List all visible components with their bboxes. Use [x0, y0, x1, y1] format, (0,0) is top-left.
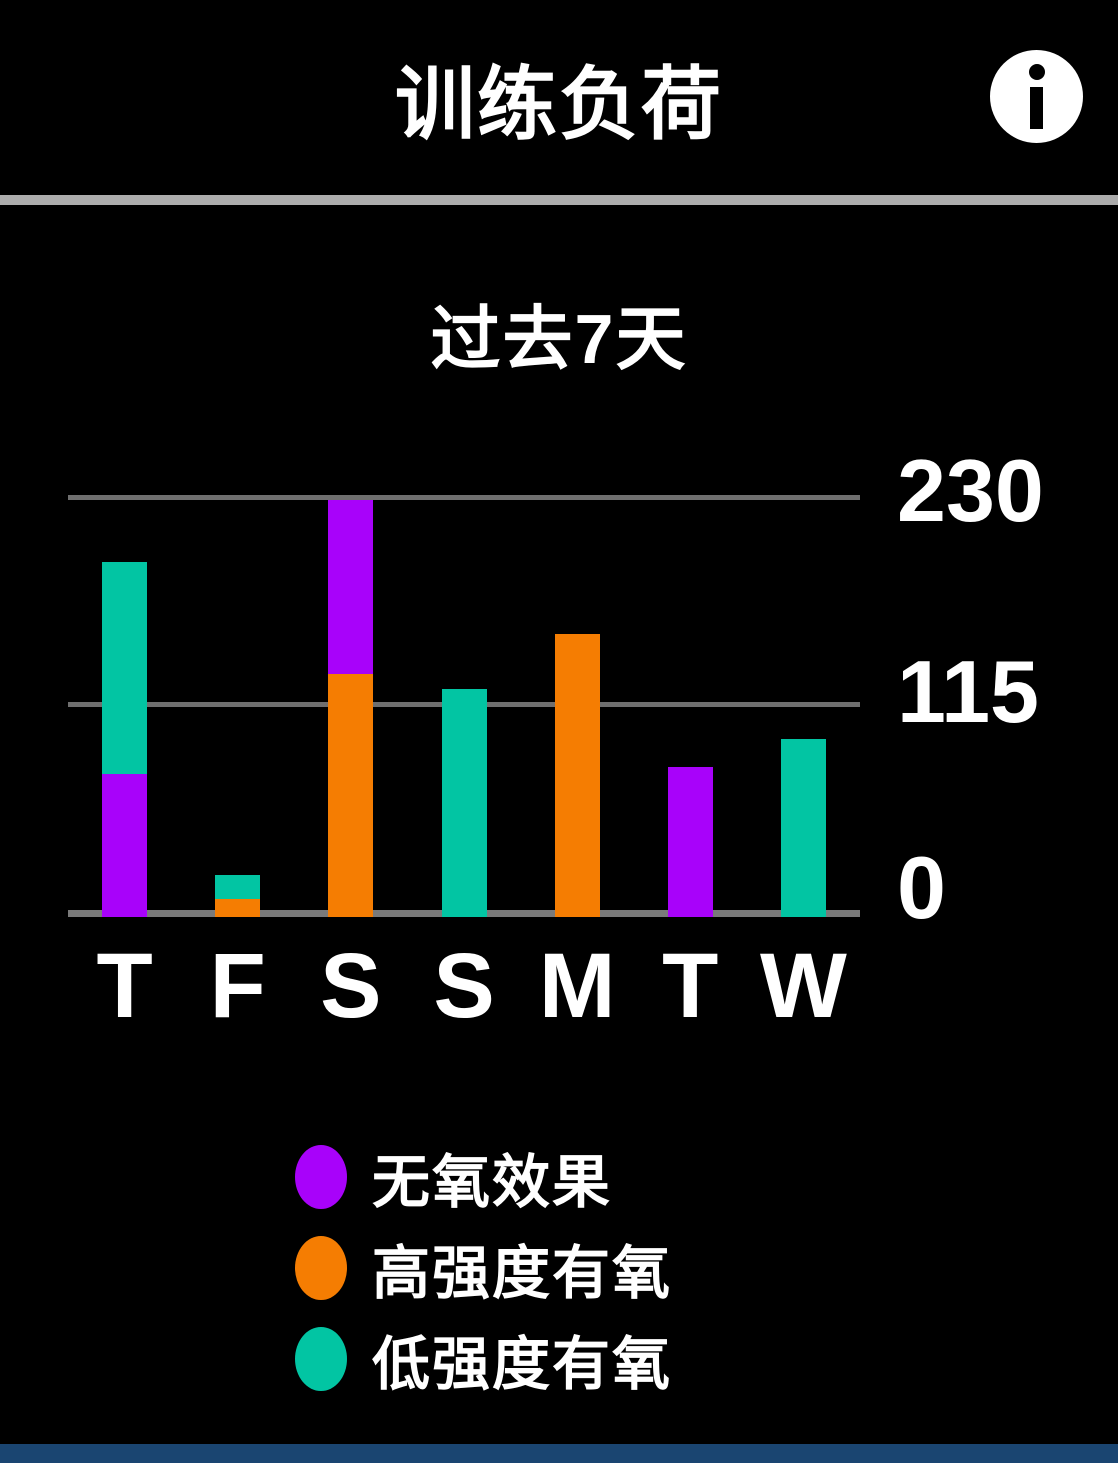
y-tick-230: 230 — [897, 441, 1044, 540]
legend-dot-low-aerobic — [295, 1326, 347, 1391]
legend-label-anaerobic: 无氧效果 — [372, 1149, 613, 1215]
page-title: 训练负荷 — [395, 59, 723, 149]
header: 训练负荷 — [0, 0, 1118, 195]
x-axis-label: T — [662, 935, 719, 1037]
bar-segment-low-aerobic — [102, 561, 148, 774]
legend-label-low-aerobic: 低强度有氧 — [372, 1331, 673, 1397]
x-axis-label: W — [760, 935, 847, 1037]
y-tick-0: 0 — [897, 838, 946, 937]
chart-subtitle: 过去7天 — [430, 300, 688, 378]
legend-item-high-aerobic: 高强度有氧 — [295, 1222, 672, 1313]
bar-segment-low-aerobic — [780, 739, 826, 917]
info-icon-stem — [1030, 87, 1043, 129]
gridline-230 — [68, 495, 860, 500]
legend-dot-high-aerobic — [295, 1235, 347, 1300]
legend-item-anaerobic: 无氧效果 — [295, 1131, 672, 1222]
bar-segment-anaerobic — [328, 500, 374, 675]
x-axis-label: M — [538, 935, 616, 1037]
info-icon-dot — [1028, 64, 1045, 80]
info-icon — [1028, 64, 1045, 129]
bar-segment-low-aerobic — [441, 688, 487, 917]
legend: 无氧效果 高强度有氧 低强度有氧 — [295, 1131, 672, 1404]
bar-segment-anaerobic — [102, 773, 148, 917]
bar-segment-low-aerobic — [215, 875, 261, 899]
bar-segment-high-aerobic — [328, 674, 374, 917]
legend-label-high-aerobic: 高强度有氧 — [372, 1240, 673, 1306]
x-axis-label: S — [320, 935, 382, 1037]
info-button[interactable] — [990, 50, 1083, 143]
x-axis-label: S — [433, 935, 495, 1037]
bar-segment-anaerobic — [667, 766, 713, 917]
header-divider — [0, 195, 1118, 205]
legend-item-low-aerobic: 低强度有氧 — [295, 1313, 672, 1404]
bar-segment-high-aerobic — [215, 898, 261, 917]
y-tick-115: 115 — [897, 642, 1039, 741]
x-axis-label: T — [96, 935, 153, 1037]
next-page-peek — [0, 1444, 1118, 1463]
bar-segment-high-aerobic — [554, 634, 600, 917]
x-axis-label: F — [209, 935, 266, 1037]
legend-dot-anaerobic — [295, 1144, 347, 1209]
